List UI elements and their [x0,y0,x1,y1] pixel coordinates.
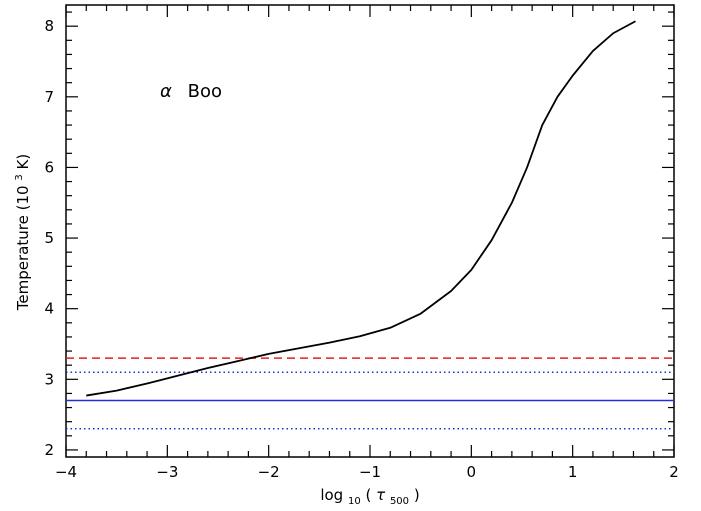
y-tick-label: 7 [44,88,54,106]
ticks-layer [65,5,675,457]
x-axis-label-close: ) [414,486,420,504]
x-tick-label: −2 [258,463,280,481]
plot-frame [65,4,675,458]
x-axis-label-tau-subscript: 500 [390,496,409,507]
y-tick-label: 8 [44,17,54,35]
temperature-curve [86,20,636,397]
x-axis-label-subscript: 10 [348,496,361,507]
alpha-symbol: α [160,81,172,102]
x-tick-label: −3 [156,463,178,481]
y-tick-label: 4 [44,300,54,318]
y-axis-label-prefix: Temperature (10 [14,185,32,311]
tick-labels-layer: −4 −3 −2 −1 0 1 2 2 3 4 5 6 7 8 [44,17,678,481]
y-tick-label: 6 [44,158,54,176]
series-layer [86,20,636,397]
x-axis-label-open: ( [365,486,371,504]
y-axis-label: Temperature (10 3 K) [8,154,32,311]
y-tick-label: 5 [44,229,54,247]
reference-lines-layer [66,357,674,430]
x-axis-label-tau: τ [376,486,386,504]
x-tick-label: −1 [359,463,381,481]
x-axis-label-prefix: log [320,486,343,504]
x-axis-label: log 10 ( τ 500 ) [320,486,419,508]
y-axis-label-suffix: K) [14,154,32,170]
star-name: Boo [188,81,222,102]
x-tick-label: 1 [568,463,578,481]
y-tick-label: 2 [44,441,54,459]
x-tick-label: 2 [669,463,679,481]
x-tick-label: −4 [55,463,77,481]
y-axis-label-superscript: 3 [14,174,25,180]
star-annotation: α Boo [160,81,222,102]
x-tick-label: 0 [467,463,477,481]
y-tick-label: 3 [44,370,54,388]
